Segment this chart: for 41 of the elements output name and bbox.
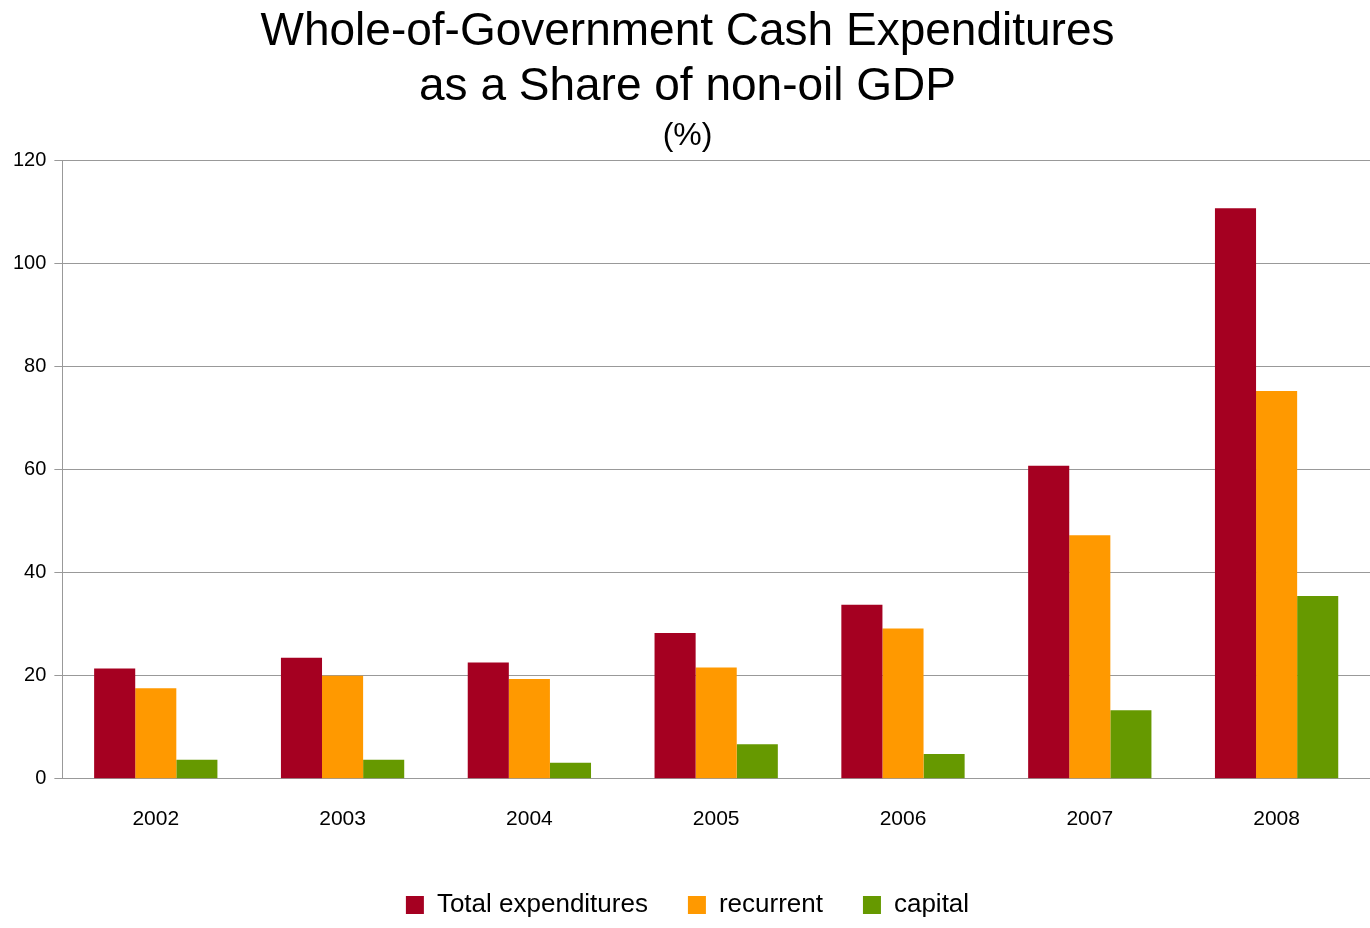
legend-label: capital: [893, 888, 970, 919]
bar: [695, 667, 737, 779]
bar: [549, 762, 592, 779]
x-tick-label: 2007: [1066, 806, 1114, 830]
y-tick-label: 100: [12, 251, 47, 274]
bar: [135, 688, 177, 779]
bar: [94, 668, 136, 779]
bar: [363, 759, 405, 779]
bar: [882, 628, 924, 779]
x-tick-label: 2008: [1253, 806, 1300, 830]
bar: [508, 678, 550, 779]
y-tick-label: 20: [24, 663, 47, 686]
x-tick-label: 2002: [132, 806, 180, 830]
text: Whole-of-Government Cash Expenditures: [260, 3, 1115, 56]
bar: [736, 744, 778, 779]
bar: [923, 754, 965, 779]
bar: [654, 633, 696, 779]
x-tick-label: 2006: [879, 806, 927, 830]
bar: [1214, 208, 1257, 779]
y-tick-label: 80: [24, 354, 47, 377]
y-tick-label: 40: [24, 560, 47, 583]
y-tick-label: 0: [35, 766, 47, 789]
bar: [1110, 710, 1152, 779]
text: as a Share of non-oil GDP: [419, 58, 956, 111]
chart-subtitle: (%): [662, 116, 713, 153]
bar: [1256, 391, 1298, 779]
y-tick-label: 120: [12, 148, 47, 171]
bar: [280, 657, 323, 779]
x-tick-label: 2005: [692, 806, 740, 830]
legend-label: Total expenditures: [436, 888, 648, 919]
legend-label: recurrent: [718, 888, 824, 919]
bar: [322, 675, 364, 779]
bar: [841, 604, 883, 779]
bar: [467, 662, 509, 779]
bar: [176, 759, 218, 779]
bar: [1028, 465, 1070, 779]
bar: [1069, 535, 1111, 779]
x-tick-label: 2004: [506, 806, 554, 830]
y-tick-label: 60: [24, 457, 47, 480]
x-tick-label: 2003: [319, 806, 366, 830]
bar: [1297, 595, 1339, 779]
